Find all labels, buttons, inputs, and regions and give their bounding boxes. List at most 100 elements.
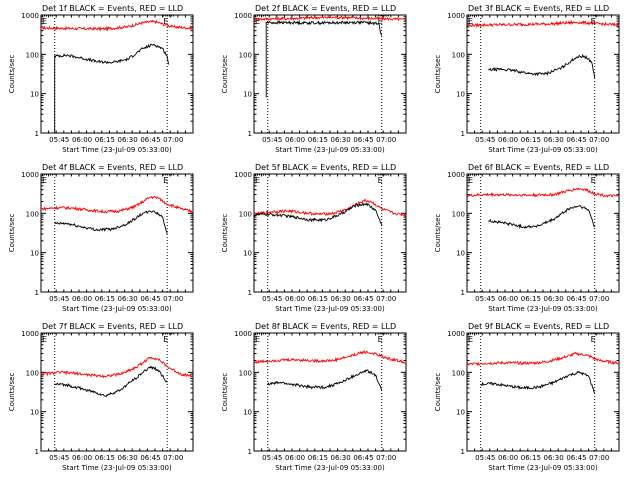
- x-axis-label: Start Time (23-Jul-09 05:33:00): [275, 305, 385, 313]
- y-axis-label: Counts/sec: [8, 55, 16, 94]
- x-tick-label: 06:15: [521, 295, 541, 303]
- plot-frame: [253, 14, 407, 134]
- marker-label: E: [163, 17, 168, 26]
- x-tick-label: 06:30: [118, 295, 138, 303]
- marker-label: E: [591, 17, 596, 26]
- x-tick-label: 06:45: [353, 454, 373, 462]
- series-line: [480, 370, 596, 394]
- x-tick-label: 07:00: [589, 295, 609, 303]
- y-tick-label: 1000: [21, 330, 39, 338]
- y-tick-label: 100: [26, 51, 39, 59]
- series-line: [466, 351, 620, 367]
- series-line: [54, 43, 170, 133]
- y-tick-label: 100: [239, 369, 252, 377]
- x-tick-label: 06:15: [95, 136, 115, 144]
- y-tick-label: 1000: [447, 171, 465, 179]
- x-tick-label: 07:00: [163, 454, 183, 462]
- y-tick-label: 1: [35, 448, 39, 456]
- x-tick-label: 06:45: [353, 295, 373, 303]
- series-line: [253, 201, 383, 226]
- series-line: [40, 195, 194, 214]
- x-tick-label: 05:45: [262, 454, 282, 462]
- y-tick-label: 1000: [21, 171, 39, 179]
- y-tick-label: 1000: [234, 330, 252, 338]
- y-tick-label: 1000: [447, 12, 465, 20]
- panel-title: Det 9f BLACK = Events, RED = LLD: [468, 322, 609, 331]
- x-tick-label: 06:30: [544, 136, 564, 144]
- x-tick-label: 05:45: [262, 136, 282, 144]
- x-tick-label: 07:00: [589, 136, 609, 144]
- marker-label: E: [163, 176, 168, 185]
- series-line: [253, 350, 407, 364]
- plot-frame: [466, 332, 620, 452]
- y-tick-label: 100: [239, 51, 252, 59]
- detector-panel: Det 5f BLACK = Events, RED = LLD 1 10 100 10…: [221, 163, 407, 313]
- marker-label: E: [378, 176, 383, 185]
- series-line: [253, 15, 407, 22]
- marker-label: E: [42, 335, 47, 344]
- x-tick-label: 06:00: [498, 454, 518, 462]
- x-tick-label: 07:00: [163, 295, 183, 303]
- y-tick-label: 1: [461, 130, 465, 138]
- y-tick-label: 100: [452, 51, 465, 59]
- marker-label: E: [42, 176, 47, 185]
- panel-title: Det 5f BLACK = Events, RED = LLD: [255, 163, 396, 172]
- x-tick-label: 06:45: [566, 295, 586, 303]
- series-line: [253, 198, 407, 218]
- y-tick-label: 100: [239, 210, 252, 218]
- marker-label: E: [468, 176, 473, 185]
- y-axis-label: Counts/sec: [221, 214, 229, 253]
- series-line: [40, 356, 194, 379]
- x-tick-label: 07:00: [376, 454, 396, 462]
- y-tick-label: 1: [248, 130, 252, 138]
- series-line: [466, 20, 620, 29]
- marker-label: E: [255, 335, 260, 344]
- detector-panel: Det 2f BLACK = Events, RED = LLD 1 10 100 10…: [221, 4, 407, 154]
- y-tick-label: 1000: [447, 330, 465, 338]
- x-tick-label: 06:30: [544, 295, 564, 303]
- series-line: [54, 210, 168, 235]
- x-tick-label: 06:00: [498, 295, 518, 303]
- x-tick-label: 06:45: [140, 295, 160, 303]
- y-tick-label: 10: [456, 409, 465, 417]
- x-tick-label: 06:45: [140, 454, 160, 462]
- detector-panel: Det 4f BLACK = Events, RED = LLD 1 10 100 10…: [8, 163, 194, 313]
- x-tick-label: 06:30: [118, 454, 138, 462]
- marker-label: E: [468, 17, 473, 26]
- marker-label: E: [378, 17, 383, 26]
- x-axis-label: Start Time (23-Jul-09 05:33:00): [275, 464, 385, 472]
- y-tick-label: 1000: [234, 12, 252, 20]
- x-tick-label: 06:30: [118, 136, 138, 144]
- panel-title: Det 6f BLACK = Events, RED = LLD: [468, 163, 609, 172]
- marker-label: E: [468, 335, 473, 344]
- marker-label: E: [163, 335, 168, 344]
- y-tick-label: 1: [248, 448, 252, 456]
- x-tick-label: 06:15: [308, 454, 328, 462]
- y-tick-label: 10: [243, 409, 252, 417]
- x-tick-label: 06:15: [308, 295, 328, 303]
- detector-panel: Det 9f BLACK = Events, RED = LLD 1 10 100 10…: [434, 322, 620, 472]
- detector-panel: Det 1f BLACK = Events, RED = LLD 1 10 100 10…: [8, 4, 194, 154]
- y-tick-label: 1000: [234, 171, 252, 179]
- y-tick-label: 100: [452, 210, 465, 218]
- x-tick-label: 05:45: [49, 295, 69, 303]
- series-line: [488, 204, 595, 230]
- y-tick-label: 1: [461, 448, 465, 456]
- plot-frame: [466, 173, 620, 293]
- x-axis-label: Start Time (23-Jul-09 05:33:00): [62, 464, 172, 472]
- y-axis-label: Counts/sec: [221, 55, 229, 94]
- y-tick-label: 10: [30, 91, 39, 99]
- x-axis-label: Start Time (23-Jul-09 05:33:00): [62, 305, 172, 313]
- y-axis-label: Counts/sec: [8, 214, 16, 253]
- y-tick-label: 10: [30, 409, 39, 417]
- panel-title: Det 4f BLACK = Events, RED = LLD: [42, 163, 183, 172]
- x-tick-label: 06:00: [72, 295, 92, 303]
- marker-label: E: [591, 176, 596, 185]
- detector-panel: Det 3f BLACK = Events, RED = LLD 1 10 100 10…: [434, 4, 620, 154]
- y-tick-label: 100: [26, 210, 39, 218]
- marker-label: E: [42, 17, 47, 26]
- x-tick-label: 06:15: [95, 295, 115, 303]
- y-tick-label: 1: [461, 289, 465, 297]
- y-tick-label: 1: [35, 289, 39, 297]
- x-tick-label: 06:30: [331, 295, 351, 303]
